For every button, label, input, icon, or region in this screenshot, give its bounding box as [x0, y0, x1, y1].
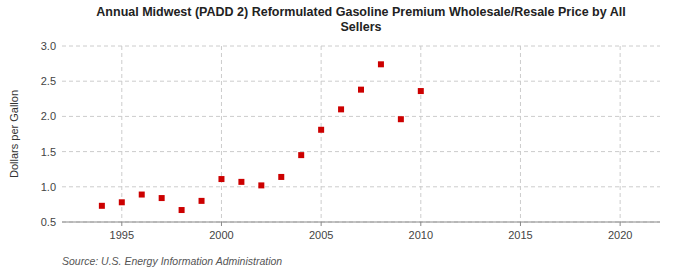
x-tick — [620, 222, 621, 226]
y-grid-line — [62, 151, 660, 152]
x-tick-label: 2020 — [608, 229, 632, 241]
y-tick-label: 3.0 — [41, 40, 56, 52]
x-tick-label: 2015 — [508, 229, 532, 241]
y-tick-label: 1.0 — [41, 181, 56, 193]
x-grid-line — [520, 46, 521, 222]
y-tick-label: 0.5 — [41, 216, 56, 228]
point — [119, 199, 125, 205]
x-tick-label: 2005 — [309, 229, 333, 241]
x-tick-label: 1995 — [110, 229, 134, 241]
point — [318, 127, 324, 133]
y-tick-label: 2.5 — [41, 75, 56, 87]
point — [298, 152, 304, 158]
points — [99, 61, 424, 213]
x-tick-label: 2010 — [409, 229, 433, 241]
point — [338, 106, 344, 112]
grid — [62, 46, 660, 222]
x-tick-label: 2000 — [209, 229, 233, 241]
point — [418, 88, 424, 94]
y-tick-label: 1.5 — [41, 146, 56, 158]
y-grid-line — [62, 81, 660, 82]
point — [179, 207, 185, 213]
y-grid-line — [62, 186, 660, 187]
point — [99, 203, 105, 209]
x-tick — [321, 222, 322, 226]
y-axis-label: Dollars per Gallon — [8, 90, 20, 178]
x-grid-line — [121, 46, 122, 222]
x-grid-line — [321, 46, 322, 222]
x-grid-line — [420, 46, 421, 222]
point — [378, 61, 384, 67]
x-axis-line — [62, 222, 660, 223]
point — [159, 195, 165, 201]
point — [278, 174, 284, 180]
y-grid-line — [62, 222, 660, 223]
point — [358, 87, 364, 93]
x-tick — [121, 222, 122, 226]
x-tick — [420, 222, 421, 226]
x-tick — [520, 222, 521, 226]
point — [218, 176, 224, 182]
point — [199, 198, 205, 204]
x-grid-line — [620, 46, 621, 222]
title: Annual Midwest (PADD 2) Reformulated Gas… — [96, 5, 625, 34]
y-grid-line — [62, 46, 660, 47]
point — [139, 192, 145, 198]
chart: Annual Midwest (PADD 2) Reformulated Gas… — [0, 0, 675, 275]
x-tick — [221, 222, 222, 226]
point — [258, 182, 264, 188]
point — [398, 116, 404, 122]
point — [238, 179, 244, 185]
y-grid-line — [62, 116, 660, 117]
x-grid-line — [221, 46, 222, 222]
source-note: Source: U.S. Energy Information Administ… — [62, 255, 282, 267]
y-tick-label: 2.0 — [41, 110, 56, 122]
